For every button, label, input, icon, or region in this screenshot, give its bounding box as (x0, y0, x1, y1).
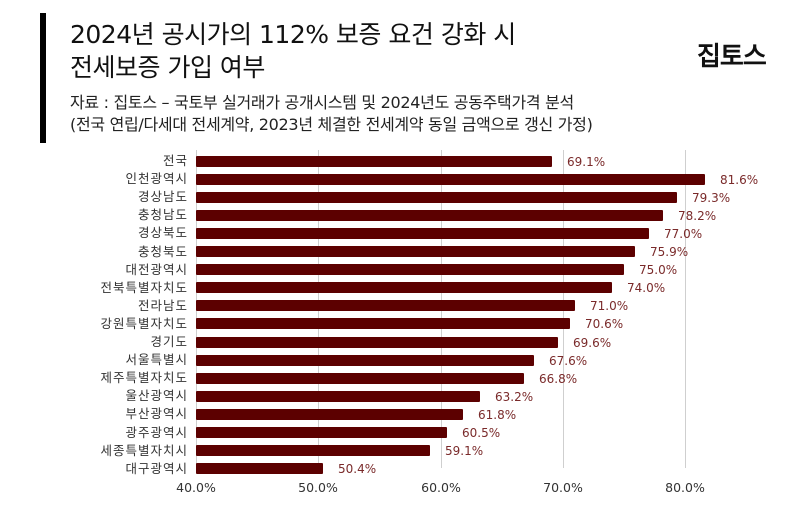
value-label: 60.5% (462, 426, 501, 440)
chart-title-line2: 전세보증 가입 여부 (70, 53, 265, 82)
value-label: 61.8% (478, 407, 517, 422)
x-tick-label: 80.0% (665, 480, 705, 495)
value-label: 75.9% (650, 245, 689, 259)
bar (196, 209, 663, 221)
category-label: 전라남도 (137, 297, 188, 313)
bar (196, 390, 480, 402)
bar (196, 372, 524, 384)
x-tick-label: 40.0% (176, 480, 216, 495)
value-label: 78.2% (678, 208, 717, 223)
bar (196, 427, 447, 438)
value-label: 74.0% (627, 281, 666, 296)
category-label: 경상북도 (137, 225, 188, 241)
bar (196, 173, 705, 185)
category-label: 광주광역시 (125, 424, 188, 440)
category-label: 경기도 (150, 334, 188, 349)
category-label: 전국 (162, 153, 188, 168)
source-line1: 자료 : 집토스 – 국토부 실거래가 공개시스템 및 2024년도 공동주택가… (70, 93, 574, 112)
x-tick-label: 70.0% (543, 480, 583, 495)
bar (196, 264, 624, 276)
chart-title: 2024년 공시가의 112% 보증 요건 강화 시 전세보증 가입 여부 (70, 18, 516, 84)
value-label: 81.6% (720, 172, 759, 187)
title-accent-bar (40, 13, 46, 143)
value-label: 67.6% (549, 353, 588, 368)
category-label: 강원특별자치도 (100, 315, 188, 331)
gridline (685, 150, 686, 468)
value-label: 59.1% (445, 444, 484, 459)
chart-source: 자료 : 집토스 – 국토부 실거래가 공개시스템 및 2024년도 공동주택가… (70, 92, 593, 136)
category-label: 충청북도 (137, 243, 188, 259)
value-label: 50.4% (338, 462, 377, 477)
bar (196, 445, 430, 457)
bar (196, 408, 463, 420)
bar (196, 300, 575, 312)
bar (196, 463, 323, 475)
source-line2: (전국 연립/다세대 전세계약, 2023년 체결한 전세계약 동일 금액으로 … (70, 115, 593, 134)
value-label: 77.0% (664, 226, 703, 241)
category-label: 충청남도 (137, 207, 188, 223)
brand-logo: 집토스 (697, 42, 767, 72)
bar (196, 318, 570, 330)
category-label: 울산광역시 (125, 388, 188, 404)
category-label: 경상남도 (137, 189, 188, 205)
bar (196, 336, 558, 348)
bar (196, 246, 635, 257)
category-label: 제주특별자치도 (100, 370, 188, 386)
bar (196, 155, 552, 167)
value-label: 69.1% (567, 154, 606, 169)
bar (196, 282, 612, 294)
x-tick-label: 50.0% (298, 480, 338, 495)
chart-title-line1: 2024년 공시가의 112% 보증 요건 강화 시 (70, 20, 516, 49)
category-label: 서울특별시 (125, 352, 188, 368)
bar (196, 191, 677, 203)
category-label: 인천광역시 (125, 171, 188, 187)
value-label: 71.0% (590, 299, 629, 314)
value-label: 75.0% (639, 263, 678, 278)
value-label: 79.3% (692, 190, 731, 205)
category-label: 세종특별자치시 (100, 442, 188, 458)
category-label: 부산광역시 (125, 406, 188, 422)
bar (196, 227, 649, 239)
value-label: 70.6% (585, 317, 624, 332)
value-label: 63.2% (495, 389, 534, 404)
bar (196, 354, 534, 366)
value-label: 69.6% (573, 335, 612, 350)
category-label: 대전광역시 (125, 261, 188, 277)
value-label: 66.8% (539, 371, 578, 386)
category-label: 대구광역시 (125, 460, 188, 476)
category-label: 전북특별자치도 (100, 279, 188, 295)
x-tick-label: 60.0% (421, 480, 461, 495)
